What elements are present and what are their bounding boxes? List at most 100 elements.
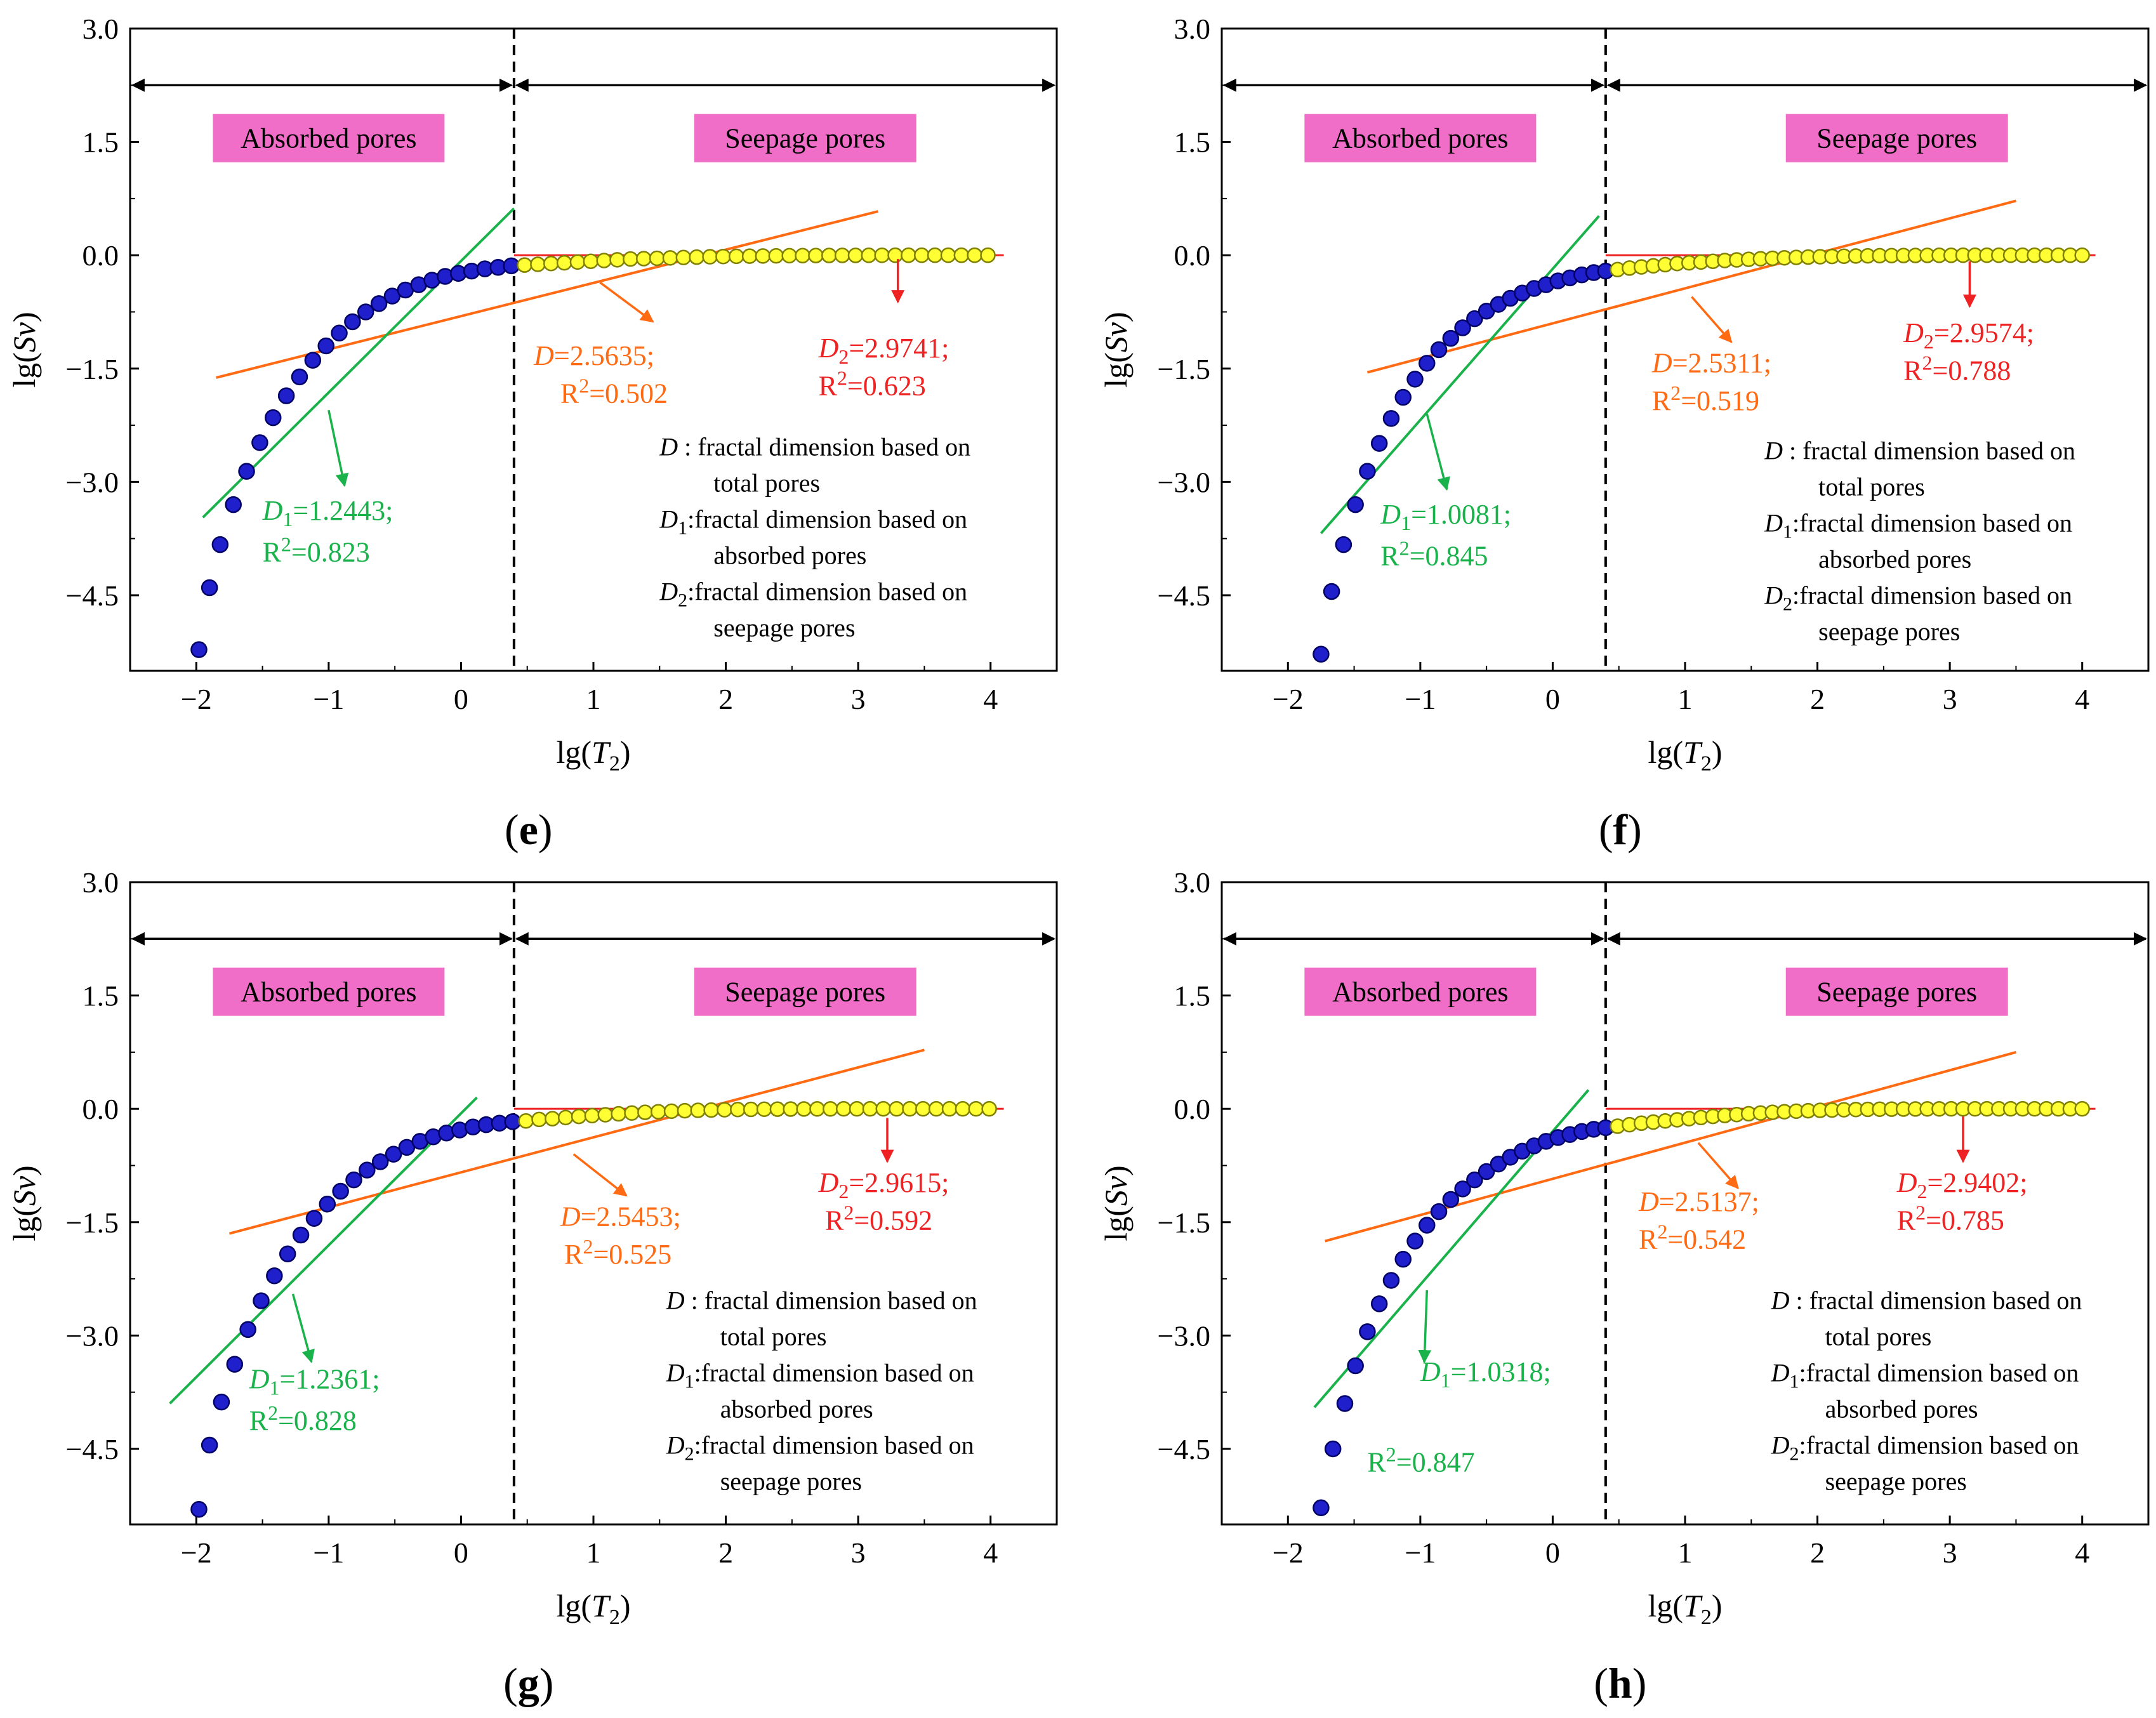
- x-title-sub: 2: [1701, 752, 1712, 776]
- seepage-data-point: [980, 247, 996, 263]
- absorbed-data-point: [292, 1226, 310, 1244]
- absorbed-data-point: [1359, 1323, 1376, 1340]
- seepage-data-point: [2074, 1100, 2090, 1117]
- x-tick-label: 1: [1678, 683, 1693, 715]
- x-tick-label: 3: [851, 1536, 866, 1569]
- D-pointer-arrow: [1697, 1142, 1739, 1189]
- seepage-data-point: [531, 1111, 547, 1128]
- panel-label-letter: e: [519, 805, 538, 854]
- absorbed-data-point: [190, 1500, 208, 1518]
- seepage-data-point: [940, 247, 956, 263]
- y-title-part: lg(: [1098, 352, 1134, 388]
- absorbed-data-point: [279, 1245, 296, 1263]
- legend-D2-cont: seepage pores: [1825, 1467, 1967, 1496]
- legend-D-cont: total pores: [1818, 473, 1925, 501]
- seepage-data-point: [729, 248, 744, 265]
- panel-label: (e): [505, 805, 553, 854]
- x-tick-label: 3: [1943, 683, 1957, 715]
- x-tick-label: 0: [1545, 1536, 1560, 1569]
- absorbed-data-point: [371, 1153, 389, 1170]
- R2-D-label-value: =0.502: [589, 378, 668, 409]
- seepage-data-point: [823, 1101, 838, 1117]
- y-axis-title: lg(Sv): [1098, 1165, 1134, 1241]
- D2-label-var: D: [1903, 317, 1924, 348]
- R2-D2-label-letter: R: [825, 1205, 844, 1236]
- absorbed-data-point: [211, 536, 229, 553]
- seepage-data-point: [755, 248, 771, 264]
- seepage-data-point: [636, 251, 652, 267]
- seepage-pores-label-box: [694, 114, 916, 162]
- R2-D1-label: R2=0.823: [263, 532, 370, 567]
- R2-D2-label-letter: R: [1897, 1205, 1916, 1236]
- y-axis-title: lg(Sv): [6, 1165, 42, 1241]
- y-tick-label: 3.0: [1174, 866, 1211, 899]
- seepage-data-point: [596, 253, 612, 268]
- seepage-data-point: [847, 248, 864, 263]
- absorbed-pores-label: Absorbed pores: [241, 977, 416, 1008]
- x-tick-label: 3: [851, 683, 866, 715]
- seepage-data-point: [955, 1100, 971, 1117]
- seepage-pores-label-box: [1785, 114, 2008, 162]
- D-label-var: D: [533, 340, 554, 371]
- panel-label-open: (: [503, 1659, 518, 1707]
- x-title-close: ): [620, 734, 631, 770]
- y-title-part: lg(: [6, 352, 42, 388]
- legend-D2-sub: 2: [678, 590, 687, 611]
- legend-D1-key: D: [666, 1359, 685, 1387]
- panel-label-open: (: [505, 805, 519, 854]
- legend-D2: D2:fractal dimension based on: [666, 1431, 974, 1465]
- seepage-data-point: [689, 249, 704, 265]
- R2-D1-label-sup: 2: [1386, 1443, 1396, 1466]
- legend-D-desc: : fractal dimension based on: [678, 433, 970, 461]
- D1-label: D1=1.2361;: [249, 1364, 380, 1399]
- absorbed-data-point: [1454, 319, 1471, 336]
- absorbed-data-point: [304, 352, 322, 369]
- total-fit-line: [1366, 199, 2016, 374]
- seepage-data-point: [887, 247, 903, 263]
- absorbed-data-point: [331, 324, 348, 342]
- D1-label-value: =1.0318;: [1451, 1356, 1551, 1387]
- absorbed-data-point: [1370, 1295, 1388, 1312]
- legend-D1-desc: :fractal dimension based on: [694, 1359, 974, 1387]
- seepage-data-point: [530, 256, 546, 272]
- panel-label-letter: f: [1613, 805, 1628, 854]
- R2-D1-label-value: =0.845: [1410, 540, 1488, 571]
- D2-label-var: D: [818, 1167, 839, 1198]
- D-label: D=2.5311;: [1651, 348, 1771, 379]
- legend-D: D : fractal dimension based on: [1771, 1286, 2082, 1315]
- y-title-close: ): [1098, 1165, 1134, 1176]
- seepage-data-point: [874, 248, 890, 263]
- x-axis-title: lg(T2): [556, 734, 630, 776]
- y-tick-label: −3.0: [1158, 1319, 1210, 1352]
- seepage-data-point: [715, 248, 731, 265]
- R2-D2-label-letter: R: [819, 370, 838, 401]
- R2-D-label-value: =0.525: [593, 1239, 671, 1270]
- y-axis-title: lg(Sv): [1098, 312, 1134, 387]
- absorbed-data-point: [225, 496, 242, 513]
- legend-D2-sub: 2: [1789, 1444, 1799, 1465]
- x-tick-label: 4: [2075, 683, 2089, 715]
- absorbed-data-point: [319, 1195, 336, 1213]
- seepage-data-point: [927, 247, 943, 263]
- x-title-var: T: [592, 1588, 611, 1623]
- seepage-data-point: [849, 1100, 865, 1117]
- y-title-part: lg(: [6, 1206, 42, 1241]
- R2-D1-label: R2=0.828: [249, 1401, 357, 1436]
- seepage-data-point: [690, 1102, 706, 1118]
- seepage-data-point: [928, 1100, 944, 1117]
- absorbed-data-point: [317, 337, 334, 355]
- R2-D2-label-value: =0.785: [1926, 1205, 2004, 1236]
- absorbed-data-point: [385, 1146, 402, 1163]
- seepage-data-point: [624, 1105, 640, 1121]
- R2-D-label: R2=0.542: [1639, 1220, 1746, 1255]
- D-pointer-arrow: [599, 281, 654, 323]
- seepage-data-point: [768, 248, 784, 264]
- seepage-data-point: [901, 247, 916, 263]
- seepage-pores-label: Seepage pores: [725, 123, 885, 154]
- legend-D2-desc: :fractal dimension based on: [694, 1431, 974, 1460]
- D1-label-sub: 1: [1401, 512, 1411, 534]
- seepage-data-point: [741, 248, 758, 264]
- R2-D1-label-sup: 2: [281, 532, 291, 555]
- legend-D1-key: D: [1771, 1359, 1790, 1387]
- seepage-data-point: [584, 1107, 600, 1124]
